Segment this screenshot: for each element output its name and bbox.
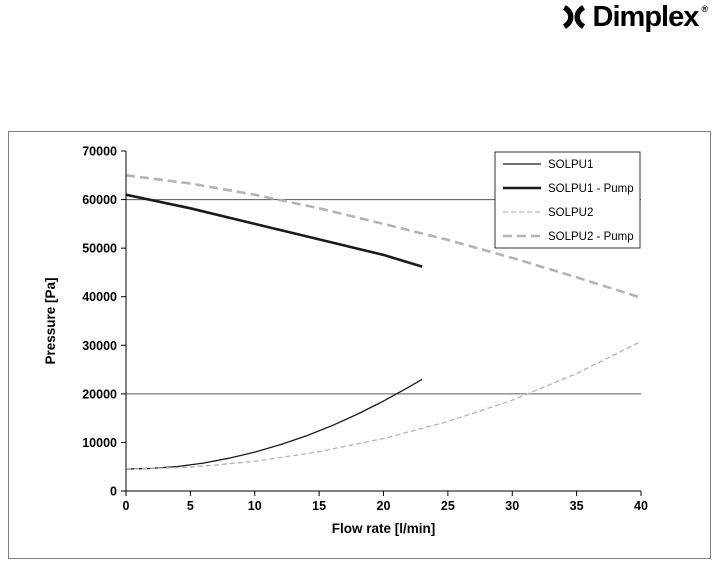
y-tick-label: 0 [110,485,117,499]
y-axis-title: Pressure [Pa] [43,277,58,364]
x-tick-label: 25 [441,499,455,513]
pressure-flow-chart: 0 5 10 15 20 25 30 35 40 0 10000 20000 30000 40000 500… [8,131,711,559]
dimplex-logo-mark-icon [558,3,590,36]
x-tick-label: 15 [312,499,326,513]
x-tick-label: 10 [248,499,262,513]
y-tick-label: 40000 [82,290,117,304]
x-tick-label: 20 [377,499,391,513]
x-axis-title: Flow rate [l/min] [332,521,436,536]
series-line-3 [125,174,642,299]
y-tick-label: 10000 [82,436,117,450]
dimplex-logo: Dimplex ® [558,3,708,36]
chart-svg: 0 5 10 15 20 25 30 35 40 0 10000 20000 30000 40000 500… [43,145,648,537]
y-tick-label: 60000 [82,193,117,207]
y-tick-label: 70000 [82,145,117,159]
series-line-0 [125,378,423,470]
series-line-2 [125,340,642,470]
x-tick-label: 30 [505,499,519,513]
y-tick-label: 20000 [82,387,117,401]
x-tick-label: 0 [123,499,130,513]
x-tick-label: 5 [187,499,194,513]
legend-label: SOLPU2 - Pump [548,231,634,243]
legend-label: SOLPU1 [548,159,593,171]
x-tick-label: 35 [570,499,584,513]
y-tick-label: 30000 [82,339,117,353]
dimplex-logo-text: Dimplex [592,1,700,33]
legend-label: SOLPU2 [548,207,593,219]
series-line-1 [125,193,423,268]
legend-label: SOLPU1 - Pump [548,183,634,195]
y-tick-label: 50000 [82,242,117,256]
x-tick-label: 40 [634,499,648,513]
legend-box [494,151,641,249]
registered-mark: ® [701,4,708,14]
